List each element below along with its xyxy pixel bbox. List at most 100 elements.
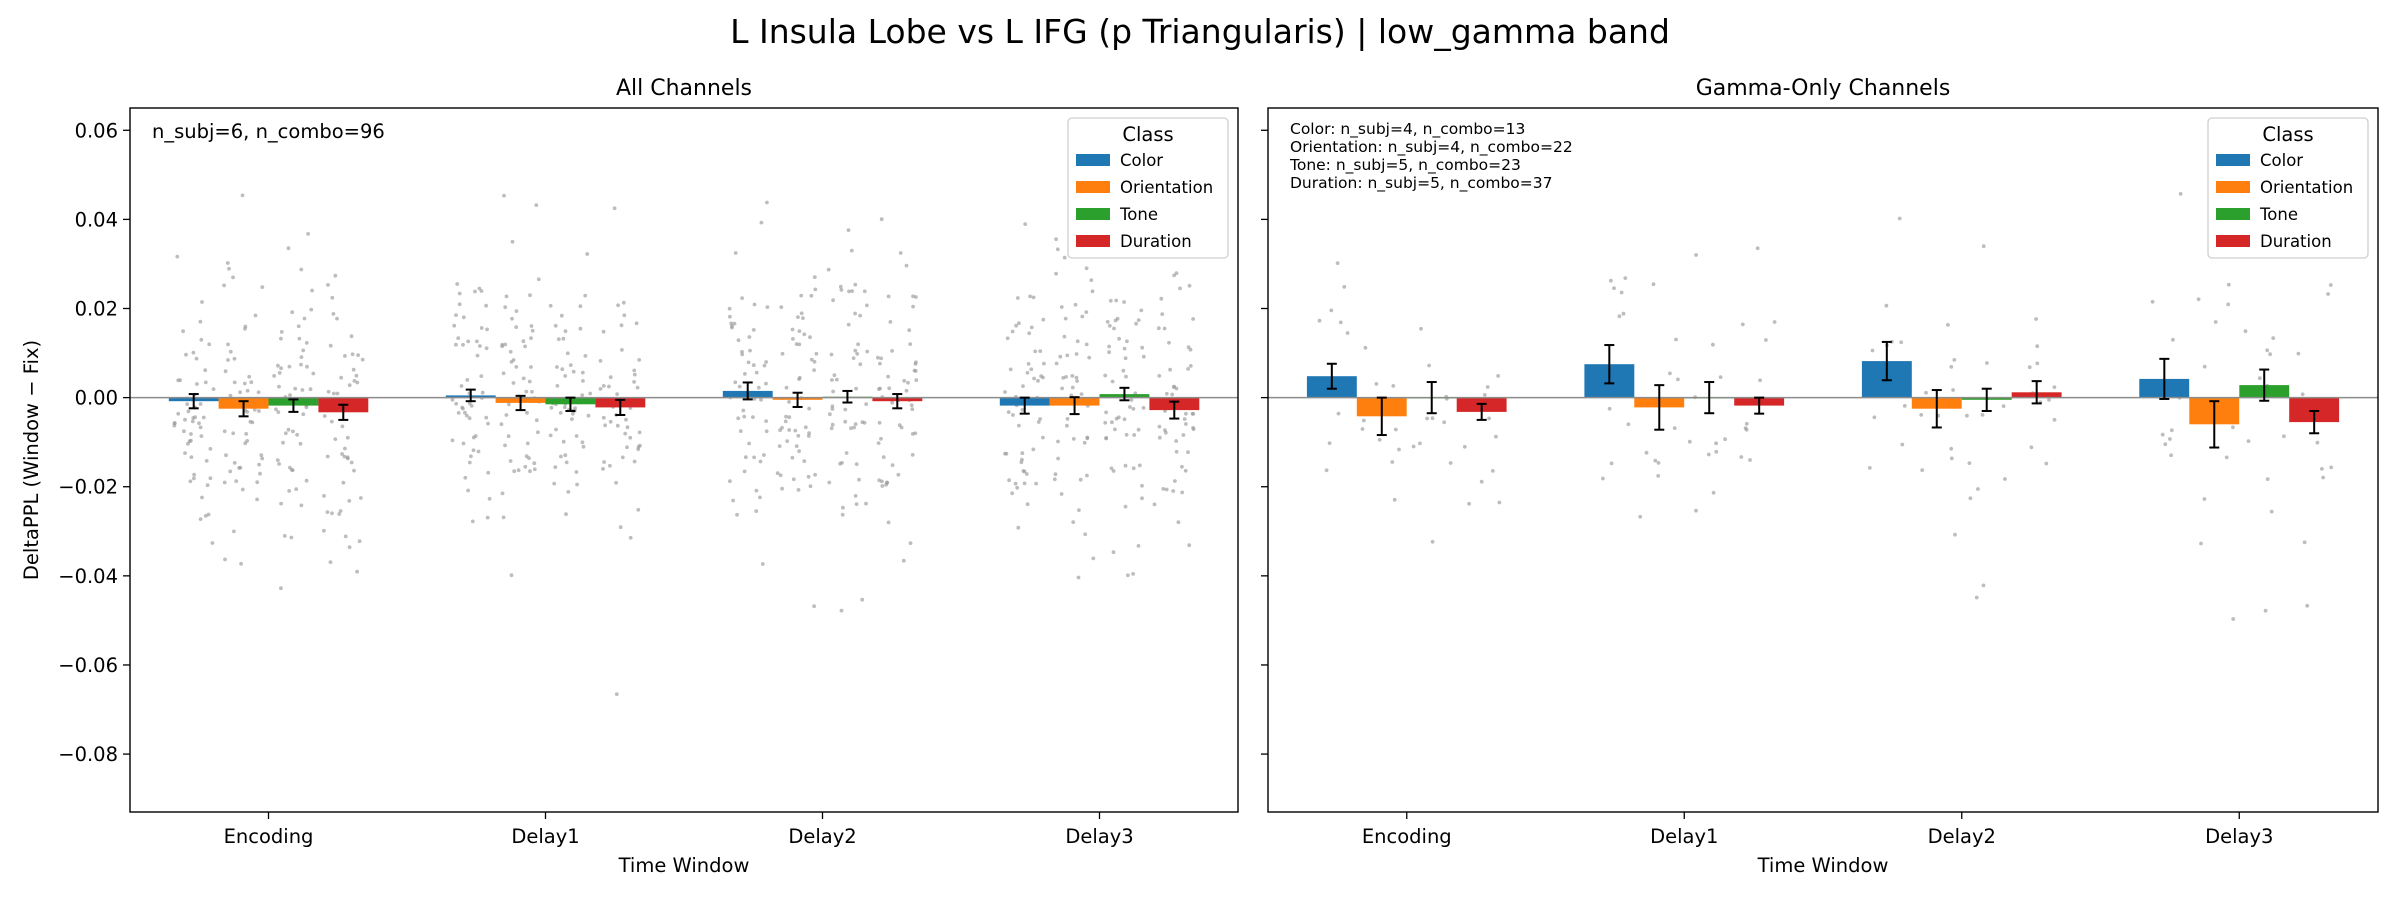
scatter-point — [799, 311, 804, 316]
scatter-point — [794, 342, 799, 346]
scatter-point — [1161, 487, 1166, 491]
axes-frame — [129, 107, 1239, 813]
scatter-point — [1063, 316, 1068, 321]
x-tick-label: Delay1 — [511, 825, 579, 848]
scatter-point — [1160, 312, 1165, 316]
scatter-point — [1157, 424, 1162, 429]
scatter-point — [511, 358, 516, 362]
scatter-point — [286, 427, 291, 432]
scatter-point — [1623, 276, 1628, 280]
scatter-point — [1010, 329, 1015, 334]
scatter-point — [580, 370, 585, 375]
scatter-point — [465, 378, 470, 382]
scatter-point — [1029, 367, 1034, 372]
scatter-point — [1041, 435, 1045, 440]
scatter-point — [2231, 617, 2236, 621]
y-tick-label: 0.00 — [75, 387, 118, 410]
scatter-point — [1113, 427, 1117, 432]
scatter-point — [1324, 468, 1329, 473]
scatter-point — [279, 366, 283, 371]
scatter-point — [1490, 469, 1495, 473]
scatter-point — [2300, 392, 2305, 397]
scatter-point — [461, 315, 466, 320]
scatter-point — [780, 425, 784, 430]
scatter-point — [532, 467, 537, 472]
legend: Class Color Orientation Tone Duration — [1067, 117, 1229, 259]
scatter-point — [528, 469, 532, 474]
scatter-point — [534, 418, 539, 423]
scatter-point — [486, 470, 491, 475]
scatter-point — [890, 400, 895, 405]
scatter-point — [902, 378, 907, 383]
scatter-point — [340, 452, 344, 456]
scatter-point — [294, 487, 299, 491]
scatter-point — [607, 384, 611, 389]
scatter-point — [2213, 320, 2218, 324]
scatter-point — [748, 348, 752, 353]
scatter-point — [277, 371, 282, 375]
scatter-point — [829, 352, 834, 357]
scatter-point — [1626, 422, 1631, 427]
y-tick-label: 0.04 — [75, 208, 118, 231]
scatter-point — [1739, 455, 1744, 459]
scatter-point — [1601, 476, 1605, 481]
scatter-point — [1482, 393, 1487, 397]
scatter-point — [904, 263, 909, 268]
scatter-point — [628, 435, 633, 440]
scatter-point — [602, 460, 606, 464]
scatter-point — [879, 356, 884, 361]
scatter-point — [1013, 481, 1018, 486]
scatter-point — [301, 412, 306, 417]
legend-swatch-color — [2216, 154, 2250, 166]
scatter-point — [1020, 457, 1024, 462]
y-axis-label: DeltaPPL (Window − Fix) — [20, 340, 43, 580]
scatter-point — [1430, 539, 1435, 544]
scatter-point — [1621, 311, 1626, 316]
scatter-point — [2271, 336, 2276, 340]
scatter-point — [469, 404, 474, 408]
scatter-point — [806, 474, 811, 479]
scatter-point — [2302, 540, 2307, 545]
scatter-point — [614, 480, 618, 485]
scatter-point — [291, 429, 295, 434]
scatter-point — [784, 385, 789, 390]
scatter-point — [1157, 435, 1162, 440]
scatter-point — [608, 463, 612, 468]
scatter-point — [200, 300, 204, 304]
scatter-point — [228, 393, 233, 398]
scatter-point — [742, 414, 747, 419]
scatter-point — [1485, 385, 1490, 389]
scatter-point — [1168, 367, 1172, 372]
scatter-point — [896, 472, 901, 477]
scatter-point — [728, 314, 732, 319]
scatter-point — [207, 342, 212, 347]
scatter-point — [1427, 363, 1431, 368]
scatter-point — [796, 433, 801, 438]
scatter-point — [260, 456, 265, 461]
scatter-point — [1607, 406, 1612, 411]
scatter-point — [1711, 490, 1716, 495]
scatter-point — [299, 503, 304, 508]
scatter-point — [855, 352, 860, 356]
scatter-point — [586, 413, 591, 418]
scatter-point — [1080, 314, 1085, 319]
scatter-point — [1052, 477, 1057, 482]
scatter-point — [2329, 465, 2334, 470]
scatter-point — [528, 293, 532, 298]
scatter-point — [228, 349, 233, 354]
scatter-point — [887, 386, 892, 391]
scatter-point — [226, 358, 230, 362]
scatter-point — [242, 381, 247, 386]
scatter-point — [885, 480, 889, 485]
scatter-point — [1953, 532, 1957, 537]
scatter-point — [852, 425, 856, 430]
scatter-point — [1054, 271, 1058, 276]
scatter-point — [840, 461, 844, 465]
scatter-point — [849, 248, 854, 253]
scatter-point — [328, 560, 333, 564]
scatter-point — [228, 469, 233, 474]
scatter-point — [1951, 388, 1955, 392]
scatter-point — [347, 545, 352, 550]
scatter-point — [637, 358, 642, 362]
scatter-point — [1981, 583, 1986, 588]
